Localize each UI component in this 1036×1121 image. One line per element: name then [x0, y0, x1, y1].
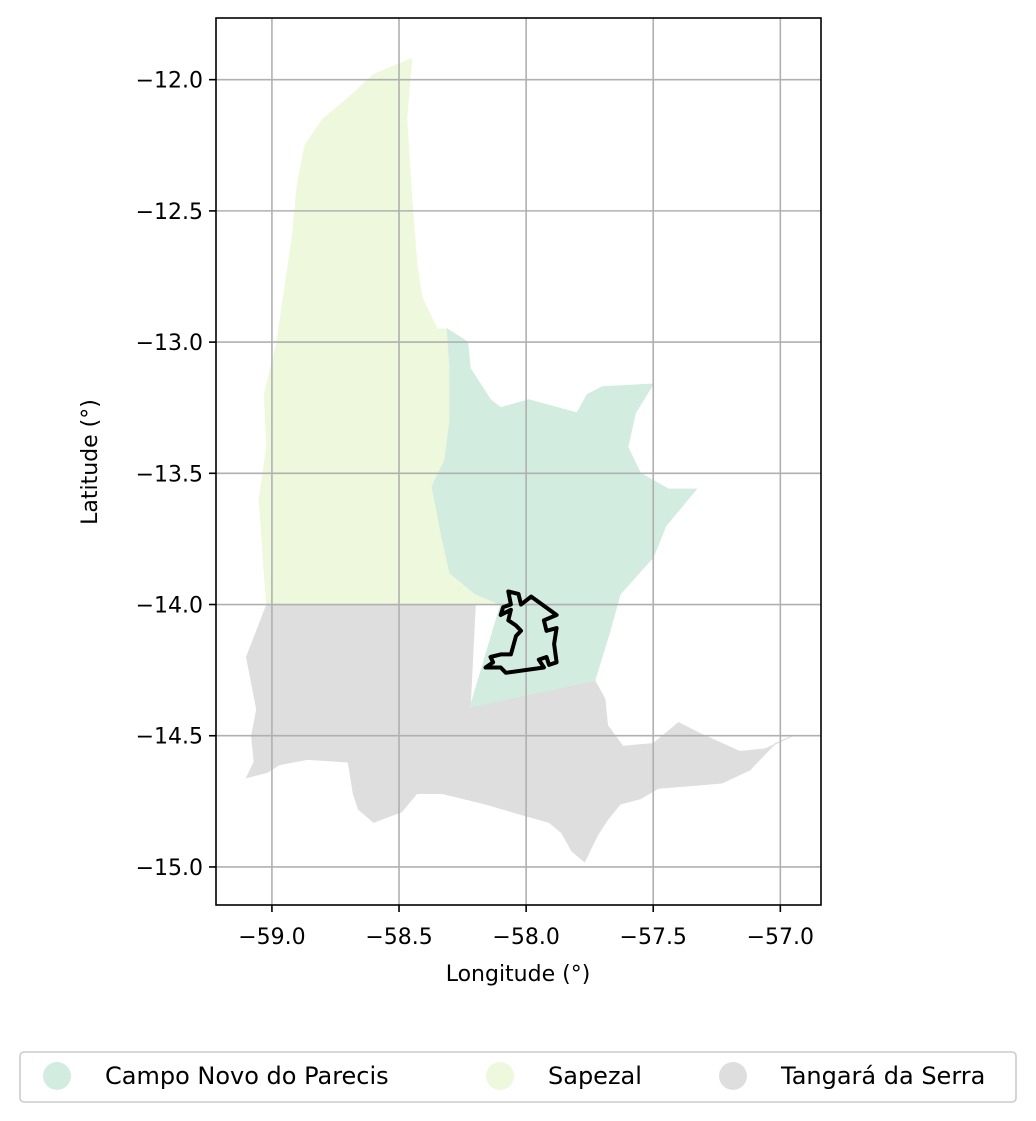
plot-frame — [215, 17, 822, 906]
region-tangara-da-serra — [245, 604, 794, 863]
x-axis-ticks: −59.0 −58.5 −58.0 −57.5 −57.0 — [238, 905, 814, 950]
y-axis-title: Latitude (°) — [78, 399, 103, 525]
y-tick-label: −12.5 — [136, 200, 203, 225]
legend-swatch — [486, 1062, 514, 1090]
region-campo-novo-do-parecis — [431, 328, 698, 708]
legend-label: Tangará da Serra — [780, 1062, 985, 1090]
legend-swatch — [719, 1062, 747, 1090]
y-tick-label: −13.0 — [136, 331, 203, 356]
x-axis-title: Longitude (°) — [446, 962, 591, 987]
grid-layer — [216, 18, 821, 905]
x-tick-label: −57.5 — [620, 925, 687, 950]
legend-swatch — [43, 1062, 71, 1090]
legend-frame — [19, 1051, 1017, 1103]
y-tick-label: −15.0 — [136, 856, 203, 881]
x-tick-label: −59.0 — [238, 925, 305, 950]
legend-entry: Sapezal — [486, 1062, 642, 1090]
legend-label: Campo Novo do Parecis — [105, 1062, 389, 1090]
y-tick-label: −14.5 — [136, 725, 203, 750]
boundary-layer — [483, 589, 559, 675]
y-tick-label: −13.5 — [136, 462, 203, 487]
x-tick-label: −58.5 — [365, 925, 432, 950]
legend: Campo Novo do Parecis Sapezal Tangará da… — [19, 1051, 1017, 1103]
legend-entry: Campo Novo do Parecis — [43, 1062, 389, 1090]
regions-layer — [245, 57, 794, 863]
study-area-boundary — [483, 589, 559, 675]
y-tick-label: −14.0 — [136, 594, 203, 619]
legend-entry: Tangará da Serra — [719, 1062, 985, 1090]
y-axis-ticks: −12.0 −12.5 −13.0 −13.5 −14.0 −14.5 −15.0 — [136, 69, 216, 881]
y-tick-label: −12.0 — [136, 69, 203, 94]
x-tick-label: −57.0 — [747, 925, 814, 950]
legend-label: Sapezal — [548, 1062, 642, 1090]
x-tick-label: −58.0 — [492, 925, 559, 950]
